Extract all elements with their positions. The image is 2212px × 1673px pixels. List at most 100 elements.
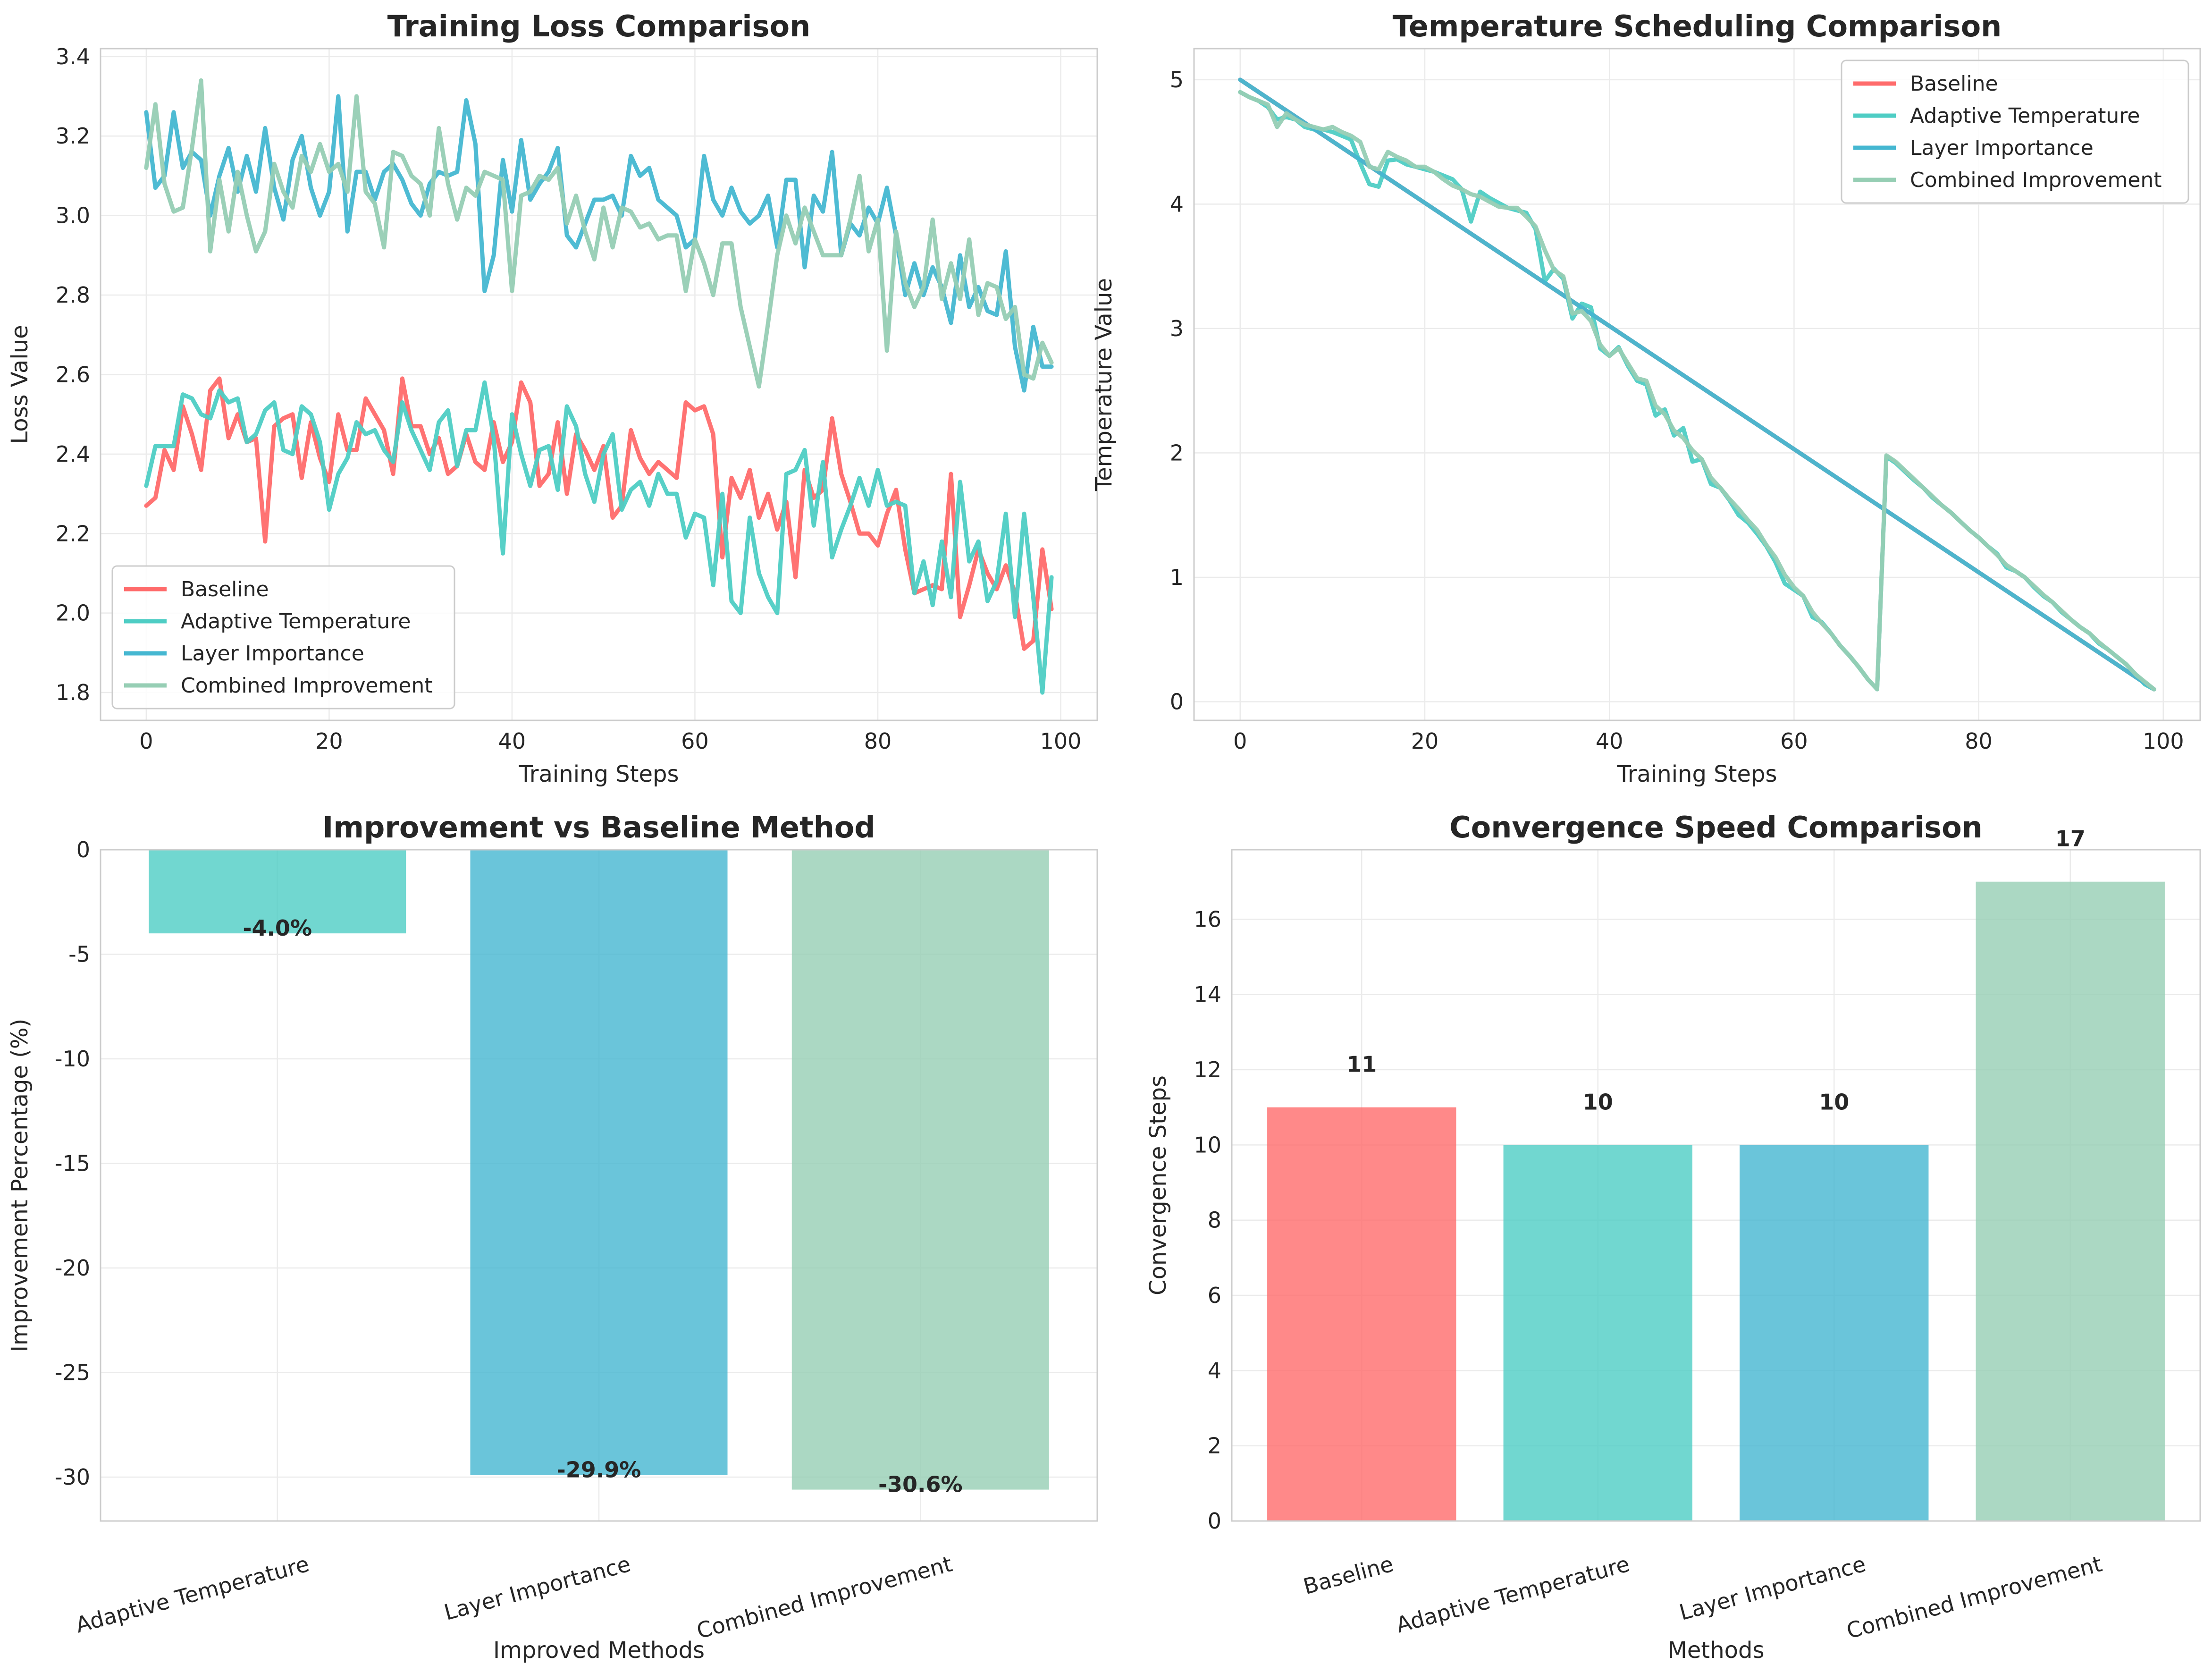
y-tick-label: 2.8: [56, 282, 90, 308]
y-tick-label: 6: [1208, 1283, 1221, 1308]
y-tick-label: 1: [1170, 565, 1184, 590]
y-tick-label: 12: [1194, 1057, 1221, 1082]
series-line-layer-importance: [1238, 77, 2156, 692]
y-tick-label: -10: [55, 1046, 90, 1072]
bar-value-label: 17: [2055, 826, 2086, 852]
legend-entry: Layer Importance: [181, 642, 364, 666]
y-tick-label: 2.0: [56, 600, 90, 626]
y-tick-label: 8: [1208, 1208, 1221, 1233]
x-tick-label: Combined Improvement: [694, 1551, 955, 1644]
x-axis-label: Training Steps: [1617, 761, 1777, 787]
bar-layer-importance: [470, 850, 728, 1475]
legend: Baseline Adaptive Temperature Layer Import…: [111, 565, 455, 710]
y-tick-label: 1.8: [56, 680, 90, 705]
legend-entry: Combined Improvement: [1910, 168, 2162, 192]
y-tick-label: 4: [1170, 191, 1184, 217]
chart-title: Temperature Scheduling Comparison: [1393, 9, 2002, 43]
bar-value-label: 10: [1583, 1089, 1613, 1115]
y-tick-label: 2.2: [56, 521, 90, 546]
y-tick-label: 3.0: [56, 203, 90, 228]
x-tick-label: 80: [1965, 728, 1993, 754]
x-tick-label: 0: [1233, 728, 1247, 754]
chart-title: Convergence Speed Comparison: [1449, 810, 1983, 845]
y-tick-label: 0: [1170, 689, 1184, 714]
bar-layer-importance: [1740, 1145, 1929, 1521]
plot-frame: [100, 849, 1098, 1522]
y-axis-label: Loss Value: [7, 325, 33, 444]
x-tick-label: 40: [1596, 728, 1623, 754]
bar-adaptive-temperature: [1503, 1145, 1692, 1521]
x-axis-label: Improved Methods: [493, 1637, 705, 1664]
legend-entry: Baseline: [181, 577, 269, 601]
x-tick-label: Baseline: [1301, 1551, 1396, 1599]
x-tick-label: 100: [2143, 728, 2184, 754]
bar-combined-improvement: [791, 850, 1049, 1490]
chart-title: Training Loss Comparison: [387, 9, 811, 43]
y-axis-label: Temperature Value: [1091, 278, 1117, 491]
plot-frame: [1231, 849, 2201, 1522]
x-tick-label: 100: [1040, 728, 1082, 754]
series-line-baseline: [144, 376, 1054, 651]
x-axis-label: Methods: [1667, 1637, 1764, 1664]
bar-value-label: 11: [1346, 1052, 1377, 1077]
chart-panel-1: Training Loss Comparison 0 20 40 60 80 100 1.8 2…: [7, 9, 1098, 787]
bar-baseline: [1267, 1107, 1456, 1521]
plot-frame: [1193, 48, 2201, 721]
y-tick-label: 2: [1208, 1433, 1221, 1459]
y-tick-label: 2.6: [56, 362, 90, 387]
y-tick-label: 2.4: [56, 441, 90, 467]
chart-panel-3: Improvement vs Baseline Method 0 -5 -10 -15 -…: [7, 810, 1098, 1664]
bar-value-label: 10: [1819, 1089, 1849, 1115]
legend-entry: Combined Improvement: [181, 674, 433, 698]
x-tick-label: Adaptive Temperature: [73, 1551, 311, 1638]
bar-value-label: -4.0%: [243, 915, 312, 941]
y-tick-label: 3.2: [56, 123, 90, 149]
chart-title: Improvement vs Baseline Method: [322, 810, 875, 845]
y-tick-label: 14: [1194, 982, 1221, 1007]
legend-box: [1841, 59, 2189, 204]
bar-combined-improvement: [1976, 881, 2165, 1521]
x-tick-label: Combined Improvement: [1844, 1551, 2105, 1644]
y-tick-label: -25: [55, 1360, 90, 1385]
y-axis-label: Convergence Steps: [1145, 1075, 1171, 1295]
y-tick-label: 0: [76, 837, 90, 862]
y-tick-label: 0: [1208, 1508, 1221, 1534]
x-tick-label: Layer Importance: [1676, 1551, 1868, 1625]
y-tick-label: -15: [55, 1150, 90, 1176]
legend-box: [111, 565, 455, 710]
y-tick-label: -20: [55, 1255, 90, 1281]
chart-panel-4: Convergence Speed Comparison 0 2 4 6 8 10 12 14 1…: [1145, 810, 2201, 1664]
y-tick-label: 10: [1194, 1132, 1221, 1158]
y-tick-label: -30: [55, 1464, 90, 1490]
legend-entry: Layer Importance: [1910, 136, 2094, 160]
y-tick-label: 3: [1170, 316, 1184, 341]
bar-adaptive-temperature: [149, 850, 406, 934]
y-tick-label: -5: [68, 941, 90, 967]
x-tick-label: 20: [1411, 728, 1439, 754]
x-tick-label: 20: [315, 728, 343, 754]
y-tick-label: 4: [1208, 1358, 1221, 1383]
y-axis-label: Improvement Percentage (%): [7, 1019, 33, 1352]
series-line-adaptive-temperature: [144, 380, 1054, 695]
y-tick-label: 2: [1170, 440, 1184, 465]
y-tick-label: 16: [1194, 906, 1221, 932]
plot-frame: [100, 48, 1098, 721]
x-tick-label: 60: [1780, 728, 1808, 754]
bar-value-label: -29.9%: [557, 1457, 641, 1483]
bar-value-label: -30.6%: [878, 1472, 963, 1497]
series-line-combined-improvement: [144, 78, 1054, 389]
x-tick-label: Adaptive Temperature: [1393, 1551, 1632, 1638]
x-tick-label: 0: [139, 728, 153, 754]
x-axis-label: Training Steps: [519, 761, 679, 787]
x-tick-label: 60: [681, 728, 709, 754]
x-tick-label: 40: [498, 728, 526, 754]
legend: Baseline Adaptive Temperature Layer Import…: [1841, 59, 2189, 204]
x-tick-label: 80: [864, 728, 892, 754]
y-tick-label: 3.4: [56, 44, 90, 69]
x-tick-label: Layer Importance: [441, 1551, 633, 1625]
legend-entry: Baseline: [1910, 72, 1998, 96]
series-line-combined-improvement: [1238, 90, 2156, 692]
